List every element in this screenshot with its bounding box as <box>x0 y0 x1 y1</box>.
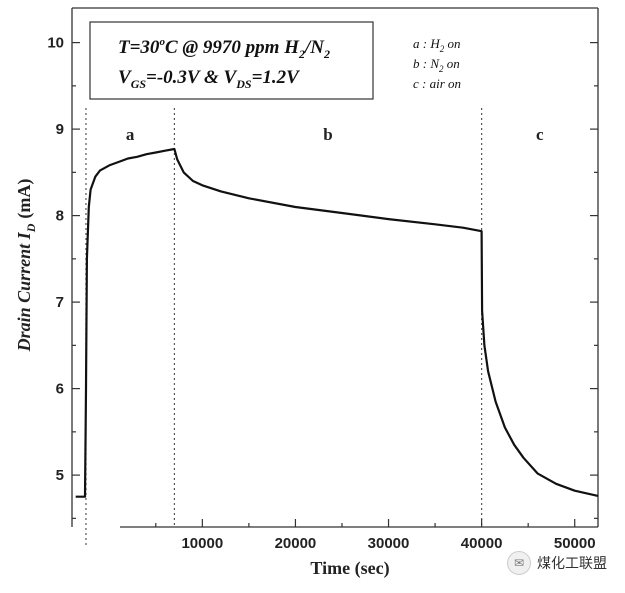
legend-entry-c: c : air on <box>413 76 461 91</box>
y-axis-ticks: 5 6 7 8 9 10 <box>47 35 598 519</box>
watermark-text: 煤化工联盟 <box>537 556 607 572</box>
region-label-c: c <box>536 125 544 144</box>
y-tick-label-8: 8 <box>56 208 64 225</box>
y-tick-label-6: 6 <box>56 381 64 398</box>
y-tick-label-10: 10 <box>47 35 64 52</box>
region-labels: a b c <box>126 125 544 144</box>
legend-entry-a: a : H2 on <box>413 36 460 54</box>
region-dividers <box>85 108 483 548</box>
region-label-a: a <box>126 125 135 144</box>
region-label-b: b <box>323 125 332 144</box>
y-axis-label-unit: (mA) <box>14 179 35 219</box>
x-axis-ticks: 10000 20000 30000 40000 50000 <box>155 519 596 552</box>
series-group <box>75 147 599 498</box>
annotation-line-1: T=30oC @ 9970 ppm H2/N2 <box>118 36 330 61</box>
y-tick-label-5: 5 <box>56 467 64 484</box>
x-axis-label: Time (sec) <box>310 558 389 579</box>
x-tick-label-50000: 50000 <box>554 535 596 552</box>
series-line-0 <box>75 147 599 498</box>
x-tick-label-10000: 10000 <box>181 535 223 552</box>
legend: a : H2 on b : N2 on c : air on <box>413 36 461 91</box>
x-tick-label-40000: 40000 <box>461 535 503 552</box>
plot-frame <box>71 7 599 528</box>
y-axis-label-sub: D <box>24 223 38 233</box>
x-tick-label-30000: 30000 <box>368 535 410 552</box>
annotation-box <box>89 21 374 100</box>
wechat-icon: ✉ <box>507 551 531 575</box>
y-tick-label-9: 9 <box>56 121 64 138</box>
legend-entry-b: b : N2 on <box>413 56 460 74</box>
y-axis-label-main: Drain Current I <box>14 231 34 352</box>
watermark: ✉ 煤化工联盟 <box>507 551 607 575</box>
y-tick-label-7: 7 <box>56 294 64 311</box>
y-axis-label: Drain Current ID (mA) <box>14 179 38 353</box>
annotation-line-2: VGS=-0.3V & VDS=1.2V <box>118 67 300 91</box>
x-tick-label-20000: 20000 <box>275 535 317 552</box>
